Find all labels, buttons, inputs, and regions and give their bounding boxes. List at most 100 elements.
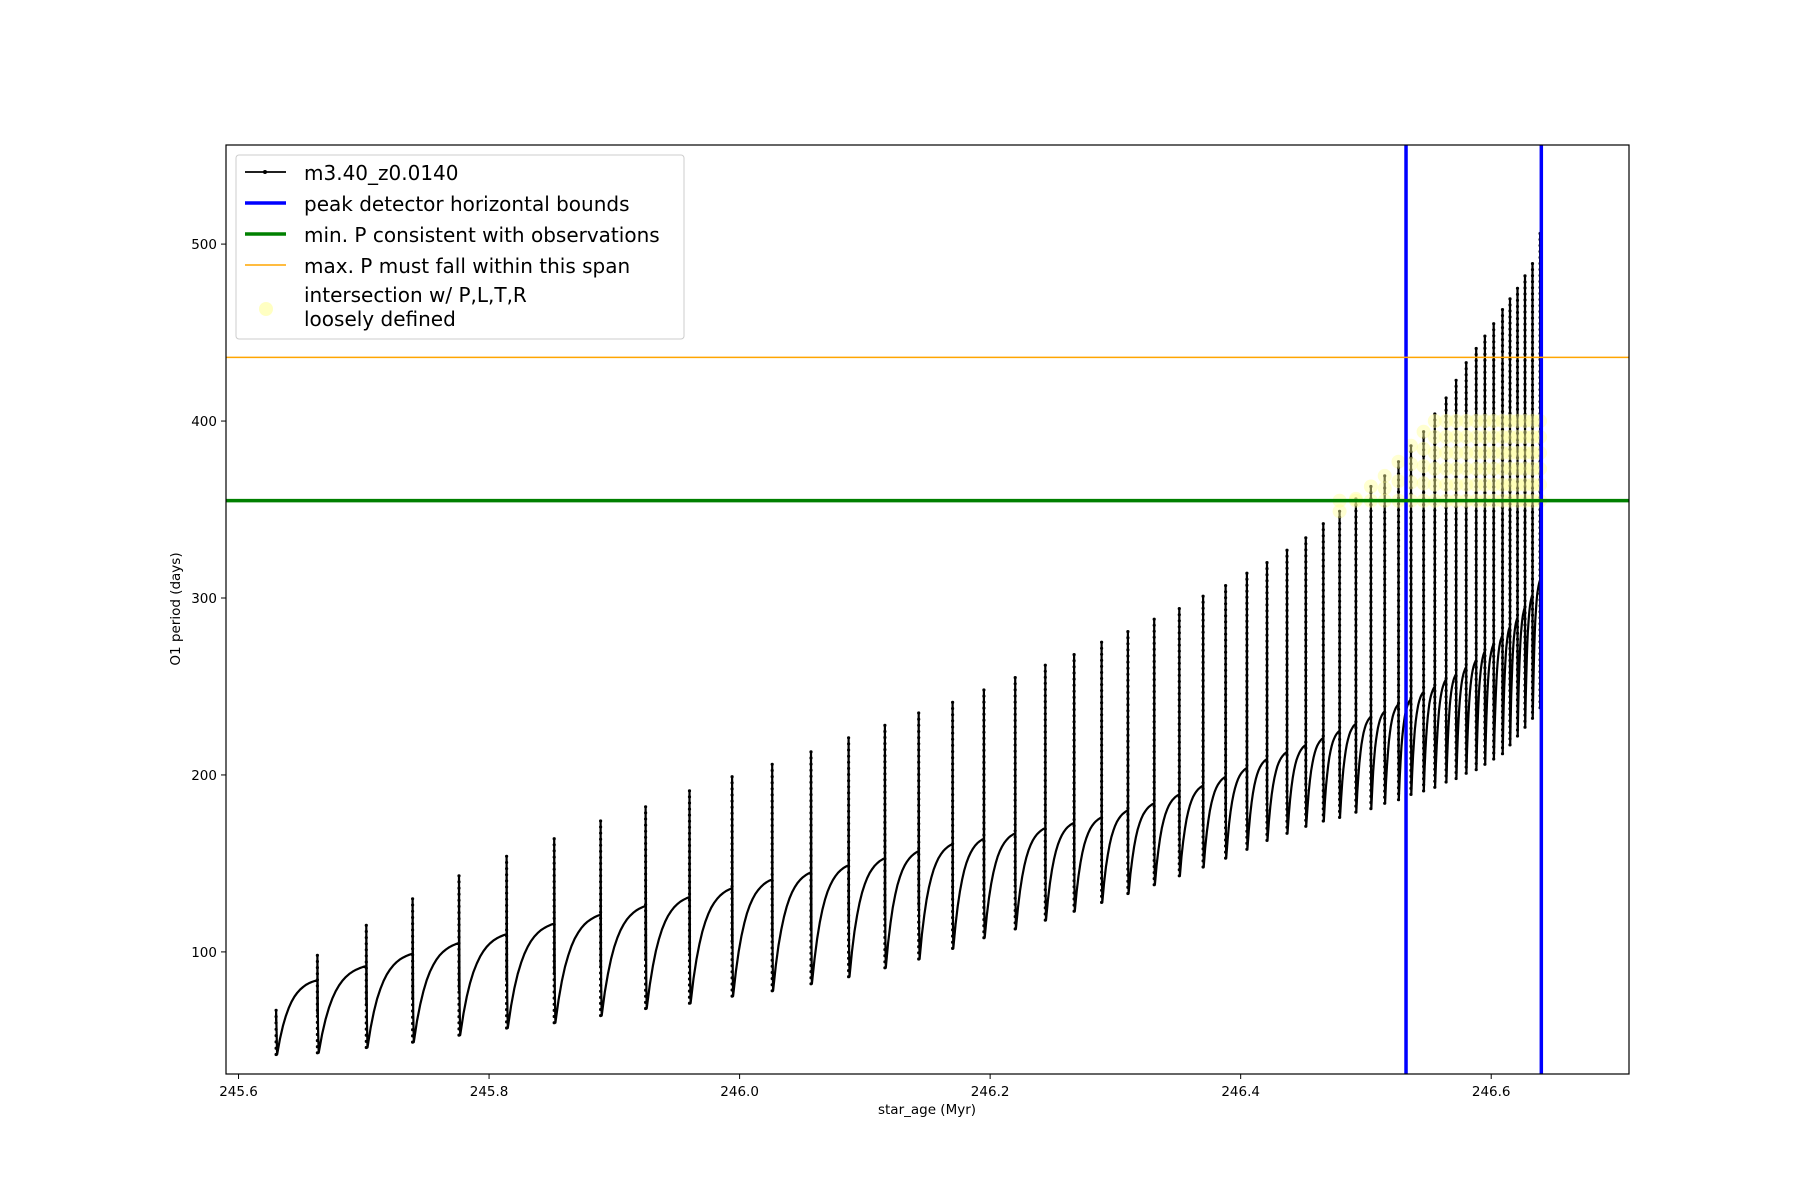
series-point (1422, 594, 1426, 598)
legend-label-min-period: min. P consistent with observations (304, 223, 660, 247)
series-point (1515, 546, 1520, 551)
series-point (1483, 521, 1487, 525)
series-point (1201, 642, 1205, 647)
series-point (1500, 602, 1505, 606)
series-point (1523, 484, 1527, 489)
series-point (1530, 631, 1535, 636)
series-point (1396, 490, 1401, 494)
series-point (1530, 316, 1535, 320)
series-point (1433, 448, 1437, 452)
series-point (1285, 633, 1289, 637)
series-point (1396, 574, 1401, 579)
series-point (1304, 560, 1308, 564)
series-point (1285, 675, 1289, 679)
series-point (457, 911, 461, 915)
intersection-point (1518, 477, 1532, 492)
series-point (1422, 545, 1426, 549)
series-point (1515, 438, 1520, 442)
series-point (1383, 559, 1387, 563)
series-point (1474, 467, 1478, 471)
series-point (1500, 332, 1505, 336)
series-point (1245, 763, 1249, 767)
series-point (1265, 736, 1269, 740)
series-point (1338, 713, 1342, 718)
series-point (1224, 608, 1228, 612)
series-point (1224, 590, 1228, 594)
series-point (1483, 599, 1487, 604)
intersection-point (1486, 430, 1501, 444)
series-point (847, 950, 851, 954)
series-point (1354, 509, 1358, 513)
series-point (1433, 526, 1437, 531)
series-point (883, 923, 887, 928)
series-point (770, 903, 774, 907)
series-point (1515, 522, 1520, 526)
series-point (1245, 733, 1249, 737)
series-point (599, 995, 603, 1000)
series-point (1523, 394, 1527, 398)
series-point (1500, 404, 1505, 408)
series-point (1304, 638, 1308, 642)
series-point (883, 729, 887, 734)
series-point (1100, 658, 1104, 663)
series-point (770, 775, 774, 779)
series-point (1369, 661, 1373, 665)
series-point (1245, 643, 1249, 647)
series-point (1338, 767, 1342, 772)
series-point (552, 972, 556, 976)
y-tick-label: 400 (191, 414, 217, 430)
series-point (1321, 764, 1325, 769)
series-point (1492, 721, 1496, 725)
series-point (411, 915, 415, 920)
series-point (1396, 520, 1401, 524)
series-point (1474, 617, 1478, 621)
series-point (1224, 584, 1228, 588)
series-point (1321, 679, 1325, 684)
intersection-point (1416, 476, 1431, 491)
series-point (883, 735, 887, 740)
series-point (1530, 692, 1535, 696)
series-point (1464, 403, 1468, 407)
series-point (505, 971, 509, 975)
series-point (1464, 409, 1468, 413)
series-point (809, 884, 813, 888)
series-point (1126, 861, 1130, 865)
series-point (315, 1008, 319, 1012)
series-point (1383, 547, 1387, 551)
series-point (1508, 399, 1512, 403)
series-point (1492, 557, 1496, 562)
series-point (730, 787, 734, 791)
series-point (1338, 527, 1342, 531)
series-point (1492, 509, 1496, 513)
series-point (1338, 515, 1342, 519)
series-point (1285, 759, 1289, 763)
series-point (1508, 677, 1512, 681)
series-point (1508, 460, 1512, 464)
series-point (315, 996, 319, 1000)
x-axis-label: star_age (Myr) (878, 1102, 976, 1118)
series-point (1500, 614, 1505, 618)
series-point (1072, 805, 1076, 809)
series-point (1013, 908, 1017, 913)
series-point (1433, 713, 1437, 717)
series-point (552, 996, 556, 1000)
series-point (1409, 732, 1413, 736)
series-point (1500, 590, 1505, 594)
series-point (1454, 439, 1458, 443)
series-point (1409, 738, 1413, 742)
series-point (1177, 868, 1181, 872)
series-point (1396, 683, 1401, 687)
series-point (552, 953, 556, 957)
series-point (1304, 782, 1308, 786)
series-point (1396, 568, 1401, 573)
series-point (1483, 382, 1487, 386)
series-point (1321, 649, 1325, 653)
series-point (1492, 467, 1496, 471)
series-point (1422, 789, 1426, 793)
series-point (1422, 466, 1426, 470)
series-point (1409, 504, 1413, 508)
series-point (1369, 776, 1373, 780)
series-point (1422, 472, 1426, 476)
series-point (1201, 636, 1205, 640)
series-point (1464, 638, 1468, 643)
